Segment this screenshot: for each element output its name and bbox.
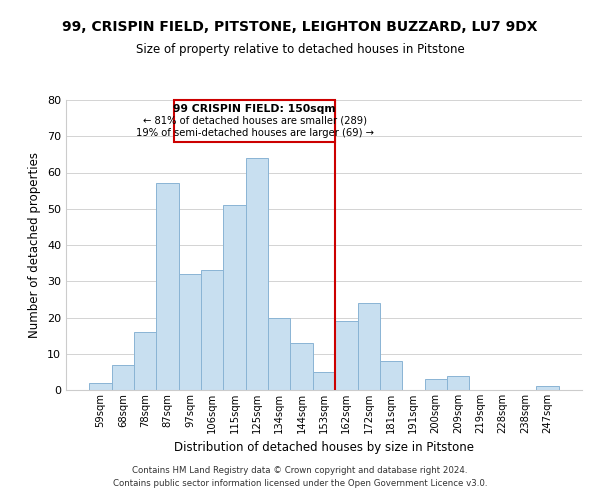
Bar bbox=[223, 205, 246, 390]
Text: Contains HM Land Registry data © Crown copyright and database right 2024.
Contai: Contains HM Land Registry data © Crown c… bbox=[113, 466, 487, 487]
Bar bbox=[358, 303, 380, 390]
Bar bbox=[380, 361, 402, 390]
Bar bbox=[290, 343, 313, 390]
Bar bbox=[268, 318, 290, 390]
FancyBboxPatch shape bbox=[175, 100, 335, 141]
Text: 99 CRISPIN FIELD: 150sqm: 99 CRISPIN FIELD: 150sqm bbox=[173, 104, 336, 114]
Bar bbox=[112, 364, 134, 390]
Bar bbox=[134, 332, 157, 390]
Bar bbox=[425, 379, 447, 390]
Y-axis label: Number of detached properties: Number of detached properties bbox=[28, 152, 41, 338]
Bar bbox=[89, 383, 112, 390]
Bar bbox=[157, 184, 179, 390]
Text: ← 81% of detached houses are smaller (289): ← 81% of detached houses are smaller (28… bbox=[143, 116, 367, 126]
Bar bbox=[536, 386, 559, 390]
Bar bbox=[179, 274, 201, 390]
Bar bbox=[201, 270, 223, 390]
Text: 19% of semi-detached houses are larger (69) →: 19% of semi-detached houses are larger (… bbox=[136, 128, 374, 138]
Bar bbox=[447, 376, 469, 390]
Bar bbox=[335, 321, 358, 390]
Text: Size of property relative to detached houses in Pitstone: Size of property relative to detached ho… bbox=[136, 42, 464, 56]
Bar bbox=[313, 372, 335, 390]
Bar bbox=[246, 158, 268, 390]
Text: 99, CRISPIN FIELD, PITSTONE, LEIGHTON BUZZARD, LU7 9DX: 99, CRISPIN FIELD, PITSTONE, LEIGHTON BU… bbox=[62, 20, 538, 34]
X-axis label: Distribution of detached houses by size in Pitstone: Distribution of detached houses by size … bbox=[174, 442, 474, 454]
